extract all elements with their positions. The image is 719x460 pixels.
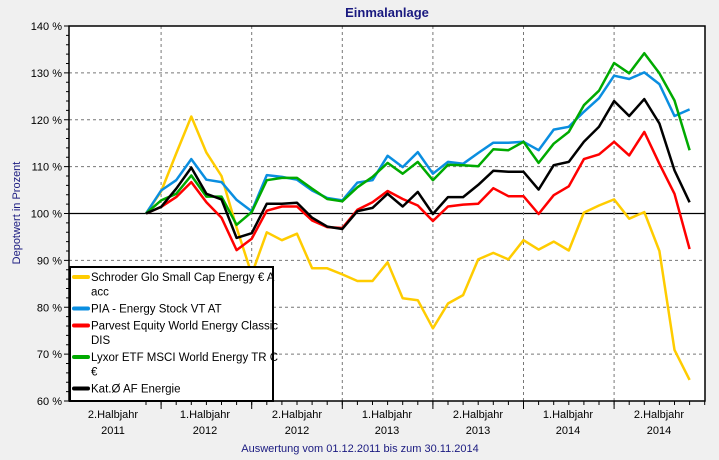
x-tick-label: 2013 (375, 425, 399, 437)
y-tick-label: 70 % (37, 349, 62, 361)
legend-label: Parvest Equity World Energy Classic (91, 321, 278, 333)
y-tick-label: 140 % (31, 21, 62, 33)
x-tick-label: 2014 (556, 425, 580, 437)
x-tick-label: 2013 (466, 425, 490, 437)
legend-label: Lyxor ETF MSCI World Energy TR C (91, 352, 278, 364)
x-tick-label: 2012 (193, 425, 217, 437)
legend-label: € (91, 367, 98, 379)
legend-label: PIA - Energy Stock VT AT (91, 304, 222, 316)
x-tick-label: 2.Halbjahr (453, 409, 503, 421)
legend: Schroder Glo Small Cap Energy € A acc PIA … (69, 266, 278, 402)
legend-box (69, 266, 274, 402)
series-line-4 (145, 97, 691, 240)
legend-label: Schroder Glo Small Cap Energy € A (91, 272, 275, 284)
y-tick-label: 120 % (31, 115, 62, 127)
x-tick-label: 2014 (647, 425, 671, 437)
series-line-1 (144, 71, 691, 215)
series-lines (144, 51, 691, 381)
series-line-2 (145, 130, 691, 252)
grid (69, 26, 705, 401)
y-tick-label: 130 % (31, 68, 62, 80)
series-line-3 (145, 51, 691, 227)
axes: 60 % 70 % 80 % 90 % 100 % 110 % 120 % 130 % 140 … (31, 21, 706, 437)
x-tick-label: 1.Halbjahr (180, 409, 230, 421)
y-tick-label: 100 % (31, 209, 62, 221)
legend-label: DIS (91, 335, 111, 347)
x-tick-label: 2.Halbjahr (272, 409, 322, 421)
x-tick-label: 1.Halbjahr (362, 409, 412, 421)
y-tick-label: 90 % (37, 255, 62, 267)
x-tick-label: 2012 (285, 425, 309, 437)
chart-title: Einmalanlage (345, 5, 429, 20)
x-tick-label: 2011 (101, 425, 125, 437)
y-tick-label: 110 % (32, 162, 63, 174)
x-tick-label: 1.Halbjahr (543, 409, 593, 421)
y-axis-label: Depotwert in Prozent (11, 162, 23, 265)
x-tick-label: 2.Halbjahr (634, 409, 684, 421)
y-tick-label: 60 % (37, 396, 62, 408)
legend-label: acc (91, 287, 109, 299)
x-tick-label: 2.Halbjahr (88, 409, 138, 421)
legend-label: Kat.Ø AF Energie (91, 384, 181, 396)
series-line-0 (144, 115, 691, 381)
y-tick-label: 80 % (37, 302, 62, 314)
x-axis-label: Auswertung vom 01.12.2011 bis zum 30.11.… (241, 443, 478, 455)
